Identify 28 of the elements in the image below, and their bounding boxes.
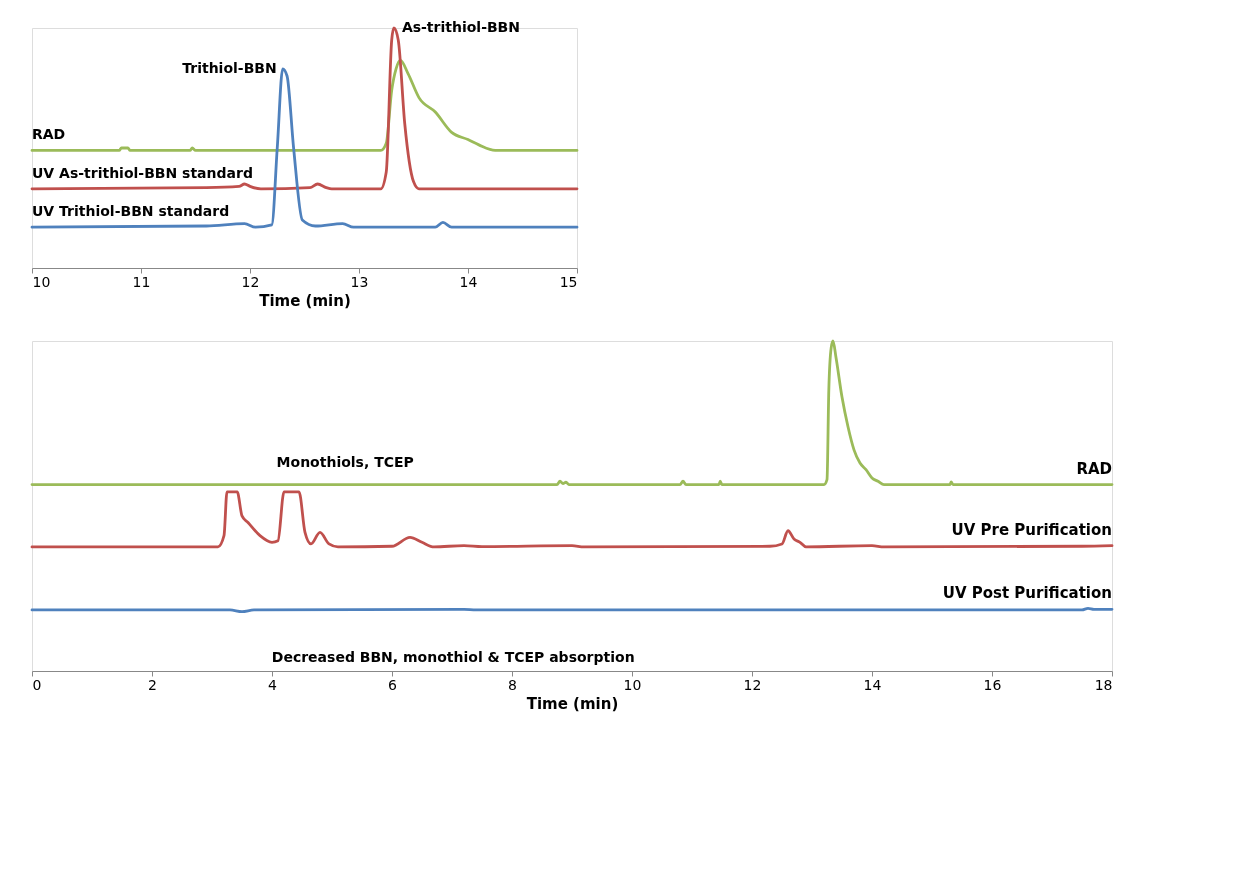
x-axis-title: Time (min) [526,694,619,713]
x-tick-label: 12 [241,273,260,290]
series-label: UV As-trithiol-BBN standard [32,164,253,181]
x-tick-label: 4 [268,676,278,693]
series-label: RAD [32,126,66,143]
x-tick-label: 14 [459,273,478,290]
annotation: Monothiols, TCEP [276,454,414,471]
x-tick-label: 6 [388,676,398,693]
annotation: As-trithiol-BBN [401,19,521,35]
x-tick-label: 14 [863,676,882,693]
x-tick-label: 10 [32,273,51,290]
annotation: Trithiol-BBN [182,59,277,76]
series-label: UV Pre Purification [951,520,1112,539]
series-label: UV Post Purification [942,584,1112,603]
series-label: RAD [1076,459,1112,478]
annotation: Decreased BBN, monothiol & TCEP absorption [271,648,635,665]
x-axis-title: Time (min) [259,291,351,310]
x-tick-label: 8 [508,676,517,693]
series-label: UV Trithiol-BBN standard [32,203,230,220]
x-tick-label: 18 [1094,676,1113,693]
x-tick-label: 0 [32,676,42,693]
x-tick-label: 16 [983,676,1002,693]
x-tick-label: 2 [148,676,157,693]
x-tick-label: 12 [743,676,762,693]
x-tick-label: 15 [559,273,578,290]
x-tick-label: 13 [350,273,369,290]
x-tick-label: 10 [623,676,642,693]
x-tick-label: 11 [132,273,151,290]
